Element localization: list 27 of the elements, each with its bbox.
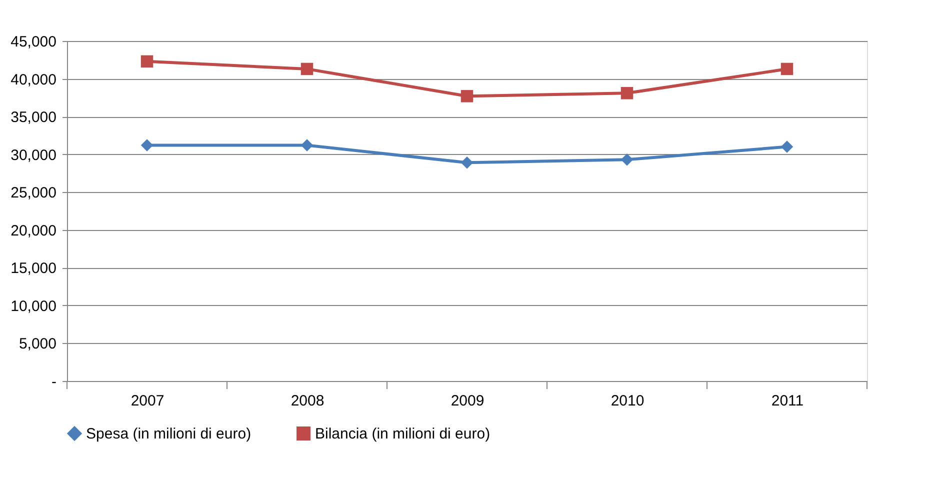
point — [460, 156, 474, 169]
x-tick-label: 2009 — [450, 392, 484, 410]
y-tick-label: 30,000 — [10, 146, 56, 164]
y-tick-label: 10,000 — [10, 298, 56, 315]
point — [300, 139, 314, 152]
point — [300, 62, 314, 76]
point — [620, 87, 634, 100]
y-tick-label: 25,000 — [10, 184, 56, 202]
point — [140, 55, 154, 68]
y-tick-label: - — [52, 374, 56, 390]
y-tick-label: 35,000 — [10, 109, 56, 126]
point — [620, 154, 634, 166]
x-tick-label: 2008 — [290, 392, 324, 410]
legend-label: Spesa (in milioni di euro) — [86, 426, 252, 443]
y-tick-label: 5,000 — [18, 336, 56, 353]
x-tick-label: 2010 — [610, 392, 644, 410]
point — [780, 140, 794, 153]
y-tick-label: 40,000 — [10, 71, 56, 88]
x-tick-label: 2007 — [130, 392, 164, 410]
legend-label: Bilancia (in milioni di euro) — [315, 426, 490, 443]
point — [140, 139, 154, 152]
point — [460, 90, 474, 102]
y-tick-label: 15,000 — [10, 260, 56, 278]
point — [780, 62, 794, 76]
x-tick-label: 2011 — [771, 392, 804, 410]
y-tick-label: 45,000 — [10, 34, 56, 50]
y-tick-label: 20,000 — [10, 222, 56, 240]
